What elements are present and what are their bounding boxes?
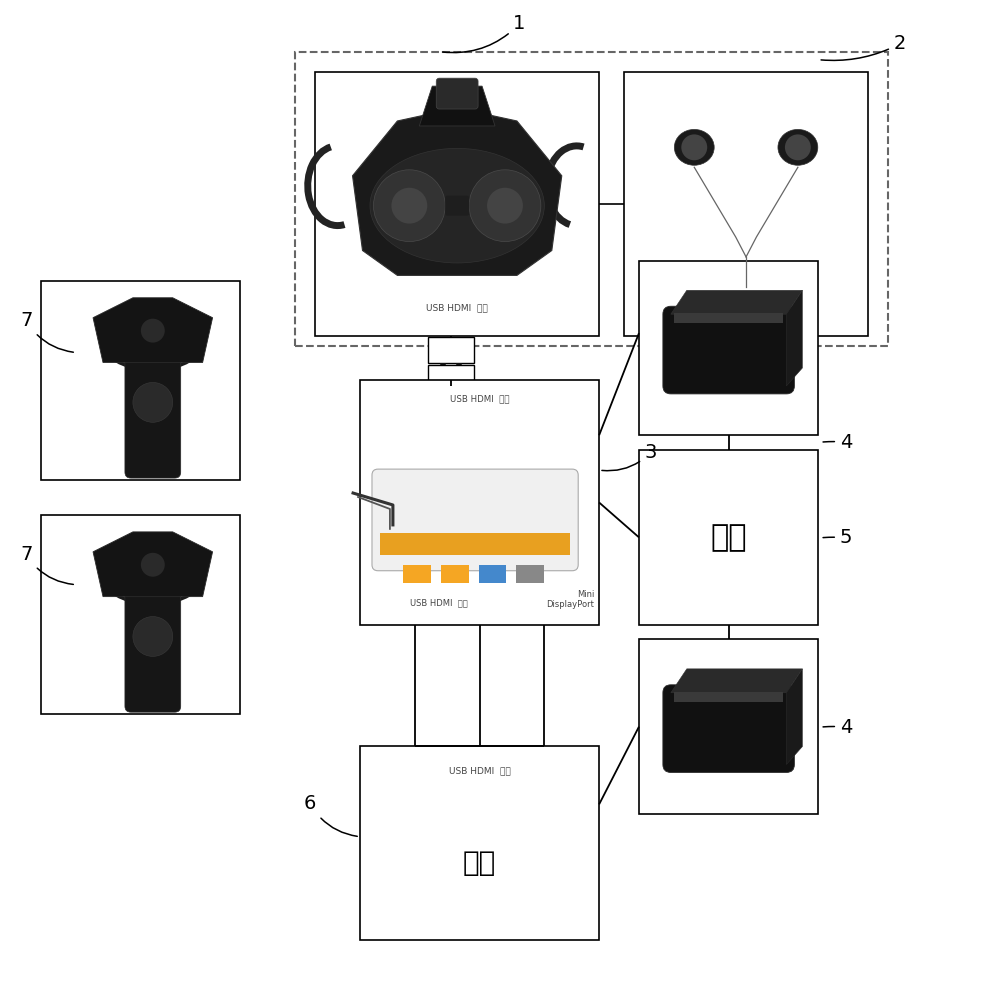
Circle shape	[488, 188, 522, 224]
Circle shape	[374, 170, 446, 242]
Text: 6: 6	[304, 794, 358, 836]
FancyBboxPatch shape	[372, 469, 578, 571]
Circle shape	[681, 134, 707, 160]
Text: 1: 1	[443, 14, 525, 53]
FancyBboxPatch shape	[639, 450, 818, 625]
FancyBboxPatch shape	[360, 380, 599, 625]
Circle shape	[141, 319, 165, 343]
Polygon shape	[93, 532, 213, 597]
Text: USB HDMI  电源: USB HDMI 电源	[410, 598, 468, 607]
Ellipse shape	[370, 148, 544, 263]
Bar	[479, 565, 506, 583]
FancyBboxPatch shape	[41, 281, 241, 480]
Bar	[516, 565, 544, 583]
FancyBboxPatch shape	[437, 78, 479, 109]
Ellipse shape	[778, 129, 818, 165]
FancyBboxPatch shape	[639, 639, 818, 814]
Polygon shape	[420, 86, 496, 126]
FancyBboxPatch shape	[663, 306, 794, 394]
Circle shape	[133, 617, 173, 656]
Circle shape	[470, 170, 540, 242]
Text: 3: 3	[601, 443, 657, 471]
FancyBboxPatch shape	[428, 365, 474, 386]
FancyBboxPatch shape	[296, 52, 888, 346]
Text: USB HDMI  电源: USB HDMI 电源	[449, 766, 510, 775]
Text: 4: 4	[823, 718, 852, 737]
Polygon shape	[786, 669, 802, 764]
Bar	[403, 565, 431, 583]
Circle shape	[785, 134, 811, 160]
Text: 7: 7	[20, 545, 73, 584]
FancyBboxPatch shape	[125, 352, 181, 478]
FancyBboxPatch shape	[639, 261, 818, 435]
Text: 2: 2	[821, 34, 906, 60]
Polygon shape	[786, 290, 802, 386]
FancyBboxPatch shape	[624, 72, 868, 336]
Text: 7: 7	[20, 311, 73, 352]
Text: USB HDMI  电源: USB HDMI 电源	[450, 394, 509, 403]
FancyBboxPatch shape	[663, 685, 794, 772]
Ellipse shape	[674, 129, 714, 165]
Text: 电源: 电源	[710, 523, 747, 552]
Circle shape	[392, 188, 428, 224]
FancyBboxPatch shape	[446, 196, 470, 216]
Polygon shape	[353, 108, 561, 275]
Polygon shape	[671, 669, 802, 693]
Text: USB HDMI  电源: USB HDMI 电源	[427, 303, 489, 312]
Bar	[441, 565, 469, 583]
Circle shape	[141, 553, 165, 577]
Polygon shape	[671, 290, 802, 314]
Text: 4: 4	[823, 433, 852, 452]
Text: 5: 5	[823, 528, 852, 547]
FancyBboxPatch shape	[380, 533, 570, 555]
Polygon shape	[93, 298, 213, 363]
Text: Mini
DisplayPort: Mini DisplayPort	[546, 590, 594, 609]
FancyBboxPatch shape	[41, 515, 241, 714]
Circle shape	[133, 382, 173, 422]
FancyBboxPatch shape	[125, 586, 181, 712]
FancyBboxPatch shape	[428, 337, 474, 363]
FancyBboxPatch shape	[674, 692, 783, 702]
FancyBboxPatch shape	[360, 746, 599, 940]
Text: 电脑: 电脑	[463, 849, 497, 877]
FancyBboxPatch shape	[674, 313, 783, 323]
FancyBboxPatch shape	[316, 72, 599, 336]
